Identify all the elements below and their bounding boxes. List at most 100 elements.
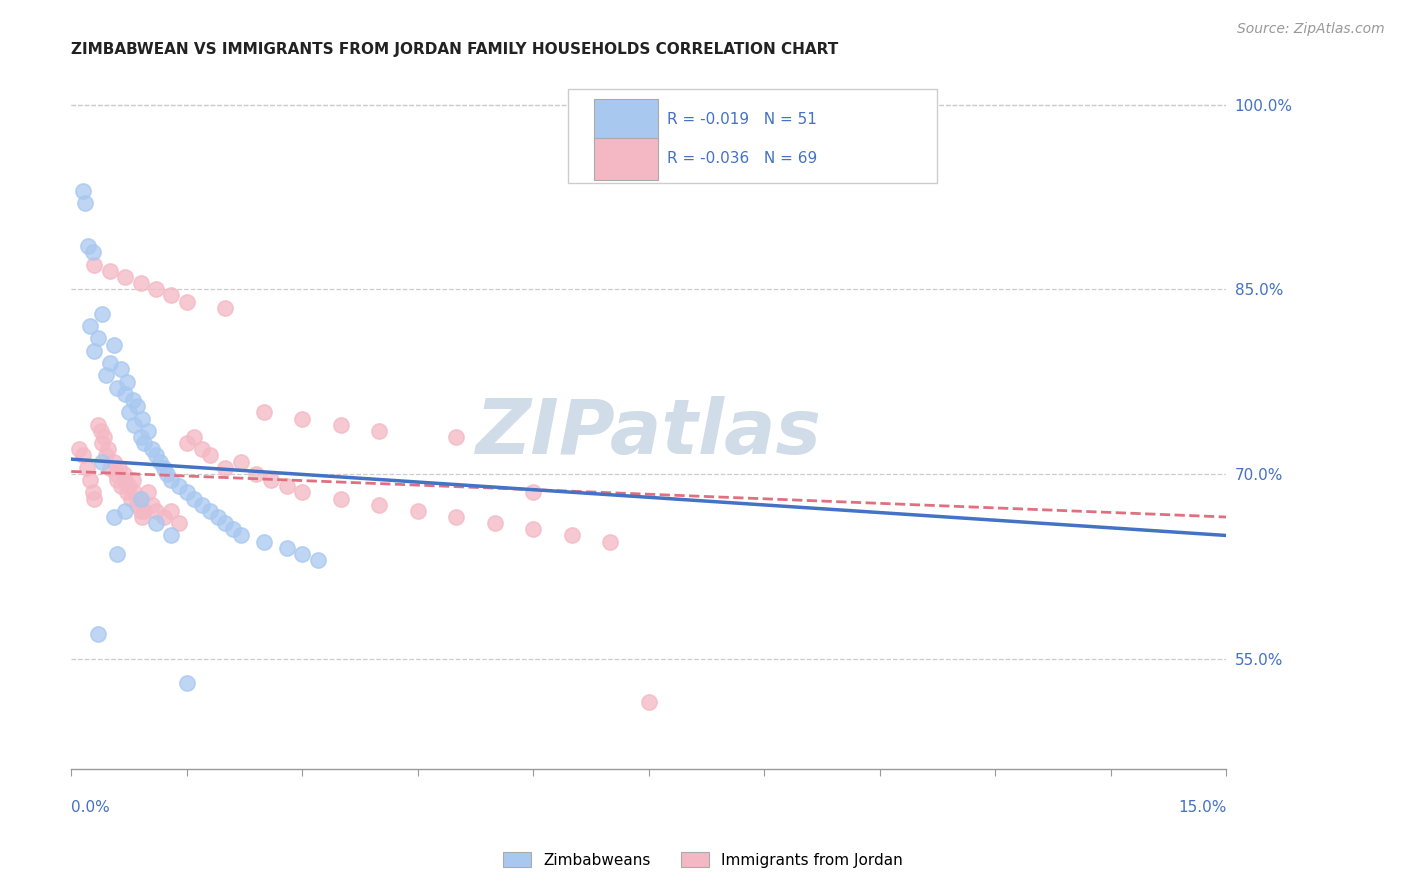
Point: [121, 392, 143, 407]
Point: [118, 479, 141, 493]
Point: [134, 436, 156, 450]
Point: [104, 467, 127, 481]
Point: [82, 245, 104, 260]
Point: [67, 442, 90, 457]
Text: 15.0%: 15.0%: [1178, 800, 1226, 815]
Point: [79, 319, 101, 334]
Point: [214, 516, 236, 531]
Point: [112, 467, 135, 481]
Point: [599, 534, 621, 549]
Point: [82, 485, 104, 500]
Point: [97, 442, 120, 457]
Point: [114, 387, 136, 401]
Point: [160, 288, 183, 302]
Point: [253, 405, 276, 419]
Point: [75, 196, 97, 211]
Point: [444, 510, 467, 524]
Point: [145, 504, 167, 518]
Point: [125, 498, 148, 512]
Point: [291, 411, 314, 425]
Point: [141, 498, 163, 512]
Point: [207, 510, 229, 524]
Point: [114, 504, 136, 518]
Point: [167, 516, 190, 531]
FancyBboxPatch shape: [595, 99, 658, 141]
Point: [160, 473, 183, 487]
Point: [183, 491, 205, 506]
Point: [406, 504, 429, 518]
Point: [198, 449, 221, 463]
Point: [253, 534, 276, 549]
Point: [214, 460, 236, 475]
Point: [103, 510, 125, 524]
Point: [103, 337, 125, 351]
Point: [91, 454, 114, 468]
Point: [160, 504, 183, 518]
Point: [121, 473, 143, 487]
Point: [176, 485, 198, 500]
Point: [107, 547, 129, 561]
Point: [128, 491, 150, 506]
Point: [98, 264, 121, 278]
Point: [198, 504, 221, 518]
Point: [110, 362, 132, 376]
Point: [91, 436, 114, 450]
Text: 0.0%: 0.0%: [72, 800, 110, 815]
Point: [83, 491, 105, 506]
Point: [131, 411, 153, 425]
Point: [77, 239, 100, 253]
Point: [141, 442, 163, 457]
Point: [114, 473, 136, 487]
Point: [176, 294, 198, 309]
Point: [522, 485, 544, 500]
Point: [107, 473, 129, 487]
Point: [110, 479, 132, 493]
Text: ZIPatlas: ZIPatlas: [475, 395, 821, 469]
Point: [98, 460, 121, 475]
Point: [115, 485, 138, 500]
Point: [260, 473, 283, 487]
Point: [98, 356, 121, 370]
Point: [124, 417, 146, 432]
Text: R = -0.019   N = 51: R = -0.019 N = 51: [668, 112, 817, 128]
Point: [108, 460, 131, 475]
Point: [83, 343, 105, 358]
Point: [160, 528, 183, 542]
Point: [120, 491, 142, 506]
Point: [94, 368, 117, 383]
FancyBboxPatch shape: [568, 88, 938, 184]
Point: [83, 258, 105, 272]
Point: [222, 522, 245, 536]
Point: [125, 399, 148, 413]
Point: [115, 375, 138, 389]
Point: [245, 467, 267, 481]
Point: [291, 547, 314, 561]
Point: [484, 516, 506, 531]
Point: [191, 498, 214, 512]
Point: [229, 454, 252, 468]
Point: [136, 485, 159, 500]
Point: [103, 454, 125, 468]
Point: [368, 424, 391, 438]
Point: [291, 485, 314, 500]
Legend: Zimbabweans, Immigrants from Jordan: Zimbabweans, Immigrants from Jordan: [496, 844, 910, 875]
Point: [87, 331, 110, 345]
Point: [129, 276, 152, 290]
Point: [214, 301, 236, 315]
Point: [167, 479, 190, 493]
Point: [136, 424, 159, 438]
Point: [176, 676, 198, 690]
Point: [118, 405, 141, 419]
Point: [307, 553, 329, 567]
Point: [131, 510, 153, 524]
Point: [145, 449, 167, 463]
Point: [561, 528, 583, 542]
Point: [276, 541, 298, 555]
Point: [91, 307, 114, 321]
Point: [124, 485, 146, 500]
Point: [87, 627, 110, 641]
Point: [329, 491, 352, 506]
Point: [156, 467, 179, 481]
Point: [191, 442, 214, 457]
Point: [444, 430, 467, 444]
